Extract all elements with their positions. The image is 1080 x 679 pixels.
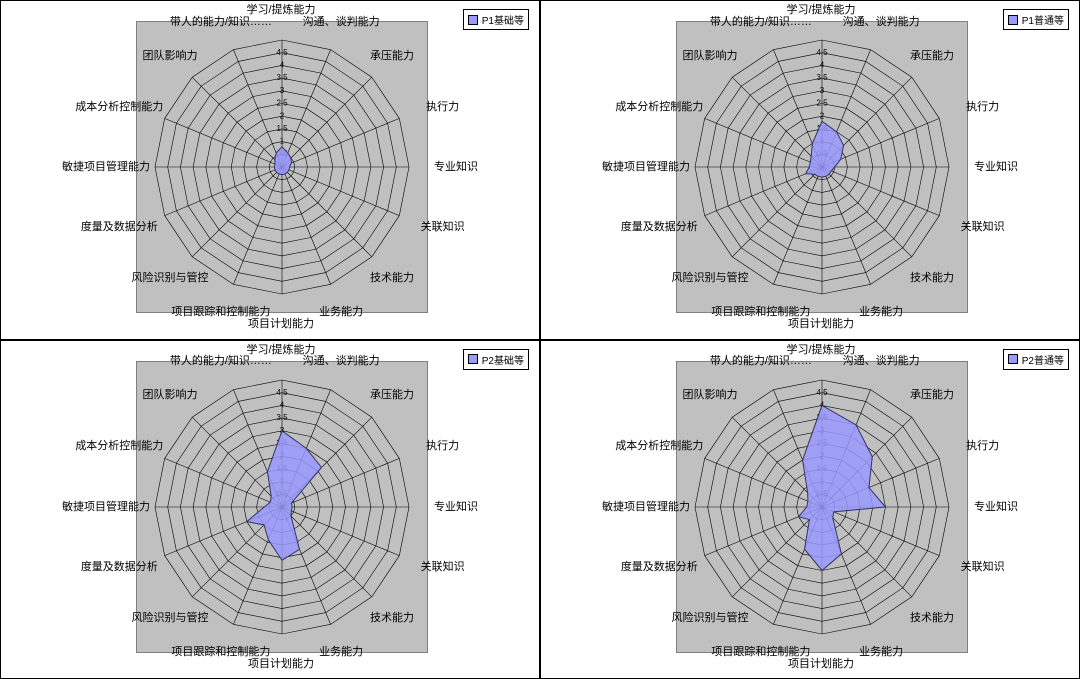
radar-axis-label: 专业知识 [434, 498, 478, 514]
radar-axis-label: 承压能力 [370, 386, 414, 402]
radar-axis-label: 技术能力 [910, 269, 954, 285]
radar-axis-label: 敏捷项目管理能力 [62, 498, 150, 514]
radial-tick-label: 3 [820, 86, 825, 95]
radar-series-polygon [799, 405, 886, 570]
radar-axis-label: 业务能力 [319, 643, 363, 659]
radar-axis-label: 团队影响力 [142, 386, 197, 402]
radar-axis-label: 带人的能力/知识…… [710, 352, 812, 368]
radar-axis-label: 敏捷项目管理能力 [62, 158, 150, 174]
radial-tick-label: 4.5 [816, 48, 828, 57]
radar-axis-label: 技术能力 [910, 609, 954, 625]
radar-axis-label: 风险识别与管控 [671, 609, 748, 625]
radial-tick-label: 3.5 [816, 73, 828, 82]
radar-axis-label: 承压能力 [910, 47, 954, 63]
radar-axis-label: 沟通、谈判能力 [843, 352, 920, 368]
radar-axis-label: 成本分析控制能力 [75, 437, 163, 453]
radar-axis-label: 承压能力 [370, 47, 414, 63]
radar-axis-label: 带人的能力/知识…… [170, 13, 272, 29]
radar-axis-label: 执行力 [426, 98, 459, 114]
radar-axis-label: 业务能力 [859, 643, 903, 659]
radar-axis-label: 敏捷项目管理能力 [602, 498, 690, 514]
radar-axis-label: 业务能力 [319, 303, 363, 319]
legend-swatch-icon [468, 15, 478, 25]
radial-tick-label: 2.5 [276, 99, 288, 108]
legend-swatch-icon [468, 354, 478, 364]
radar-axis-label: 项目跟踪和控制能力 [171, 643, 270, 659]
radar-axis-label: 关联知识 [421, 218, 465, 234]
radial-tick-label: 4 [820, 61, 825, 70]
charts-grid: 0.511.522.533.544.5学习/提炼能力沟通、谈判能力承压能力执行力… [0, 0, 1080, 679]
radar-axis-label: 团队影响力 [142, 47, 197, 63]
radar-axis-label: 专业知识 [974, 158, 1018, 174]
radar-axis-label: 成本分析控制能力 [615, 437, 703, 453]
radar-axis-label: 度量及数据分析 [621, 558, 698, 574]
radial-tick-label: 1 [280, 137, 285, 146]
chart-legend: P2普通等 [1003, 349, 1069, 370]
radar-axis-label: 专业知识 [434, 158, 478, 174]
radar-axis-label: 关联知识 [961, 218, 1005, 234]
legend-swatch-icon [1008, 15, 1018, 25]
chart-cell-1: 0.511.522.533.544.5学习/提炼能力沟通、谈判能力承压能力执行力… [540, 0, 1080, 340]
radar-axis-label: 风险识别与管控 [131, 269, 208, 285]
chart-legend: P1基础等 [463, 9, 529, 30]
radar-axis-label: 技术能力 [370, 609, 414, 625]
chart-legend: P2基础等 [463, 349, 529, 370]
chart-cell-3: 0.511.522.533.544.5学习/提炼能力沟通、谈判能力承压能力执行力… [540, 340, 1080, 679]
radial-tick-label: 3.5 [276, 413, 288, 422]
radial-tick-label: 3.5 [276, 73, 288, 82]
radar-axis-label: 关联知识 [421, 558, 465, 574]
radar-axis-label: 项目跟踪和控制能力 [711, 303, 810, 319]
radar-axis-label: 承压能力 [910, 386, 954, 402]
radar-axis-label: 沟通、谈判能力 [303, 352, 380, 368]
radar-axis-label: 风险识别与管控 [671, 269, 748, 285]
radar-series-polygon [806, 121, 844, 177]
radar-axis-label: 执行力 [966, 98, 999, 114]
chart-legend: P1普通等 [1003, 9, 1069, 30]
radar-axis-label: 沟通、谈判能力 [843, 13, 920, 29]
radar-axis-label: 项目跟踪和控制能力 [171, 303, 270, 319]
radial-tick-label: 2 [280, 111, 285, 120]
radar-axis-label: 项目跟踪和控制能力 [711, 643, 810, 659]
radial-tick-label: 2 [820, 111, 825, 120]
radar-axis-label: 专业知识 [974, 498, 1018, 514]
radial-tick-label: 4.5 [816, 387, 828, 396]
radar-axis-label: 度量及数据分析 [81, 218, 158, 234]
radial-tick-label: 4 [280, 400, 285, 409]
radar-axis-label: 业务能力 [859, 303, 903, 319]
legend-label: P1基础等 [482, 12, 524, 27]
radar-axis-label: 团队影响力 [682, 386, 737, 402]
radial-tick-label: 3 [280, 86, 285, 95]
legend-label: P2普通等 [1022, 352, 1064, 367]
radar-axis-label: 成本分析控制能力 [75, 98, 163, 114]
radar-axis-label: 执行力 [966, 437, 999, 453]
radial-tick-label: 2.5 [816, 99, 828, 108]
radial-tick-label: 4.5 [276, 48, 288, 57]
radial-tick-label: 4 [280, 61, 285, 70]
radar-axis-label: 敏捷项目管理能力 [602, 158, 690, 174]
radial-tick-label: 4.5 [276, 387, 288, 396]
radar-axis-label: 技术能力 [370, 269, 414, 285]
radar-axis-label: 沟通、谈判能力 [303, 13, 380, 29]
radar-axis-label: 风险识别与管控 [131, 609, 208, 625]
radar-axis-label: 带人的能力/知识…… [710, 13, 812, 29]
radar-axis-label: 团队影响力 [682, 47, 737, 63]
radar-axis-label: 执行力 [426, 437, 459, 453]
legend-swatch-icon [1008, 354, 1018, 364]
radar-axis-label: 度量及数据分析 [621, 218, 698, 234]
radar-axis-label: 带人的能力/知识…… [170, 352, 272, 368]
radar-axis-label: 成本分析控制能力 [615, 98, 703, 114]
radial-tick-label: 1.5 [276, 124, 288, 133]
chart-cell-2: 0.511.522.533.544.5学习/提炼能力沟通、谈判能力承压能力执行力… [0, 340, 540, 679]
legend-label: P2基础等 [482, 352, 524, 367]
legend-label: P1普通等 [1022, 12, 1064, 27]
radar-axis-label: 关联知识 [961, 558, 1005, 574]
radar-axis-label: 度量及数据分析 [81, 558, 158, 574]
chart-cell-0: 0.511.522.533.544.5学习/提炼能力沟通、谈判能力承压能力执行力… [0, 0, 540, 340]
